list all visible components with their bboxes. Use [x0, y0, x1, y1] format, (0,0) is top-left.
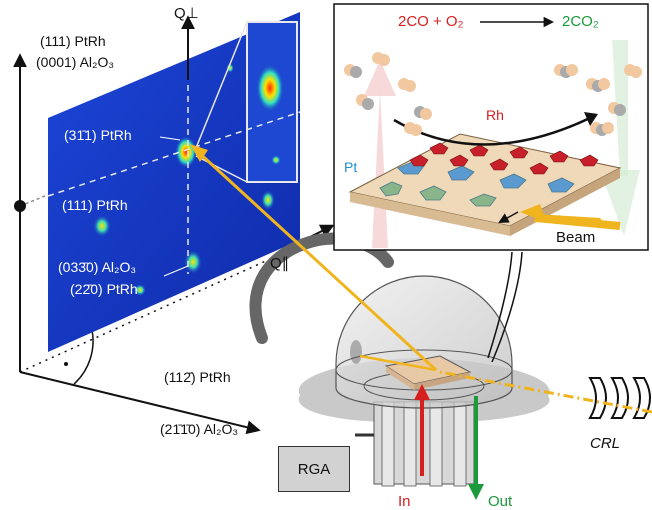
label-detector-111: (111) PtRh	[62, 197, 128, 213]
label-crl: CRL	[590, 435, 621, 452]
label-rh: Rh	[486, 107, 504, 123]
label-bottom-2: (21̄1̄0) Al₂O₃	[160, 421, 239, 437]
reaction-inset	[333, 3, 649, 251]
rga-box: RGA	[278, 446, 350, 492]
label-in: In	[398, 493, 411, 510]
label-detector-0330: (033̄0) Al₂O₃	[58, 259, 137, 275]
label-out: Out	[488, 493, 513, 510]
main-axes	[13, 53, 331, 435]
reaction-left: 2CO + O₂	[398, 13, 464, 30]
rga-label: RGA	[297, 460, 331, 478]
label-bottom-1: (112̄) PtRh	[164, 369, 231, 385]
q-perp-label: Q⊥	[174, 5, 199, 22]
reaction-right: 2CO₂	[562, 13, 599, 30]
chamber	[249, 232, 550, 487]
origin-dot	[14, 200, 26, 212]
detector-image	[47, 12, 301, 352]
label-pt: Pt	[344, 159, 358, 175]
label-top-left-2: (0001) Al₂O₃	[36, 54, 115, 70]
crl-lenses	[588, 377, 651, 419]
label-beam: Beam	[556, 229, 596, 246]
label-detector-311: (31̄1) PtRh	[64, 127, 132, 143]
label-detector-220: (22̄0) PtRh	[70, 281, 138, 297]
label-top-left-1: (111) PtRh	[40, 33, 106, 49]
xray-beam	[190, 144, 652, 414]
q-par-label: Q∥	[270, 255, 290, 272]
angle-arc	[73, 329, 94, 385]
